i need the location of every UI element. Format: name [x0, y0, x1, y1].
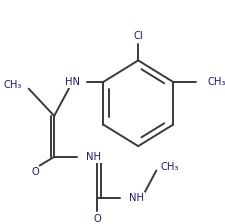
Text: NH: NH	[128, 193, 143, 203]
Text: O: O	[31, 168, 39, 177]
Text: Cl: Cl	[133, 31, 142, 41]
Text: HN: HN	[65, 77, 79, 87]
Text: O: O	[93, 214, 101, 224]
Text: CH₃: CH₃	[207, 77, 225, 87]
Text: CH₃: CH₃	[3, 80, 21, 90]
Text: CH₃: CH₃	[159, 162, 178, 172]
Text: NH: NH	[86, 152, 101, 162]
